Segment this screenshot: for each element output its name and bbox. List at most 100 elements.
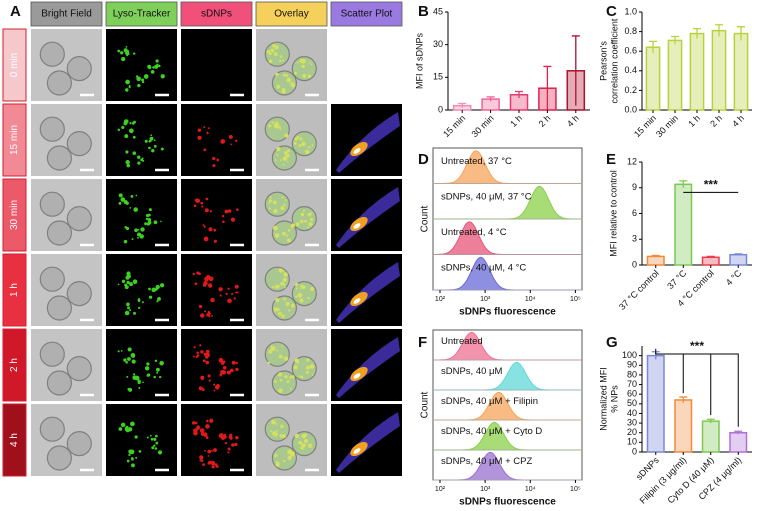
puncta bbox=[138, 386, 141, 390]
puncta bbox=[268, 59, 273, 64]
puncta bbox=[274, 233, 280, 238]
scatter-plot bbox=[336, 337, 400, 398]
puncta bbox=[203, 225, 206, 229]
puncta bbox=[269, 352, 272, 354]
cell bbox=[46, 220, 73, 246]
y-axis-label: Pearson's bbox=[598, 41, 608, 81]
puncta bbox=[146, 362, 150, 366]
puncta bbox=[274, 122, 279, 127]
puncta bbox=[273, 208, 278, 213]
puncta bbox=[273, 307, 278, 312]
error-bar bbox=[679, 180, 688, 188]
puncta bbox=[132, 135, 136, 139]
puncta bbox=[207, 127, 210, 130]
puncta bbox=[202, 283, 207, 287]
puncta bbox=[275, 462, 280, 467]
puncta bbox=[279, 434, 283, 438]
puncta bbox=[145, 217, 149, 221]
error-bar bbox=[734, 430, 743, 435]
puncta bbox=[131, 463, 135, 468]
puncta bbox=[286, 380, 290, 383]
y-tick-label: 0.0 bbox=[624, 104, 637, 114]
puncta bbox=[278, 388, 283, 394]
puncta bbox=[200, 350, 204, 354]
x-tick-label: 2 h bbox=[537, 113, 553, 129]
puncta bbox=[198, 386, 203, 391]
error-bar bbox=[706, 255, 715, 259]
puncta bbox=[274, 453, 278, 458]
puncta bbox=[296, 135, 300, 139]
puncta bbox=[278, 354, 283, 359]
puncta bbox=[157, 64, 161, 68]
puncta bbox=[146, 373, 151, 377]
puncta bbox=[120, 51, 124, 55]
puncta bbox=[302, 209, 305, 212]
puncta bbox=[298, 144, 302, 148]
puncta bbox=[234, 442, 238, 447]
puncta bbox=[135, 456, 138, 459]
puncta bbox=[216, 158, 220, 162]
puncta bbox=[137, 299, 141, 303]
puncta bbox=[278, 311, 283, 316]
bar bbox=[701, 256, 720, 266]
bar bbox=[646, 354, 665, 453]
puncta bbox=[218, 287, 223, 292]
panel-letter: C bbox=[606, 3, 617, 20]
puncta bbox=[160, 220, 162, 223]
puncta bbox=[293, 141, 297, 145]
panel-letter: E bbox=[606, 151, 616, 168]
puncta bbox=[126, 459, 130, 463]
puncta bbox=[309, 364, 315, 369]
puncta bbox=[299, 287, 302, 290]
x-tick-label: 4 h bbox=[730, 113, 746, 129]
column-header: Scatter Plot bbox=[341, 9, 393, 20]
puncta bbox=[200, 201, 204, 205]
puncta bbox=[126, 375, 129, 378]
cell bbox=[271, 445, 297, 471]
y-tick-label: 0 bbox=[632, 259, 637, 269]
error-bar bbox=[543, 65, 552, 110]
puncta bbox=[132, 279, 138, 285]
puncta bbox=[284, 133, 289, 138]
puncta bbox=[141, 301, 144, 304]
puncta bbox=[201, 378, 204, 381]
puncta bbox=[279, 59, 282, 63]
puncta bbox=[154, 359, 158, 363]
puncta bbox=[206, 131, 209, 135]
puncta bbox=[283, 283, 286, 286]
puncta bbox=[286, 238, 291, 243]
puncta bbox=[301, 141, 306, 147]
micrograph bbox=[181, 179, 252, 251]
puncta bbox=[275, 435, 277, 438]
puncta bbox=[219, 294, 222, 297]
error-bar bbox=[571, 35, 580, 106]
error-bar bbox=[737, 26, 745, 41]
cell bbox=[66, 281, 92, 307]
puncta bbox=[301, 285, 306, 290]
scatter-core bbox=[353, 373, 361, 379]
cell bbox=[39, 116, 65, 142]
puncta bbox=[120, 197, 126, 202]
x-axis-label: sDNPs fluorescence bbox=[459, 307, 556, 318]
row-label: 4 h bbox=[9, 433, 20, 447]
bar bbox=[689, 32, 705, 111]
series-label: sDNPs, 40 μM + CPZ bbox=[441, 456, 532, 467]
puncta bbox=[147, 220, 152, 225]
puncta bbox=[268, 349, 273, 354]
series-label: sDNPs, 40 μM + Filipin bbox=[441, 396, 538, 407]
puncta bbox=[124, 134, 129, 139]
micrograph bbox=[106, 29, 177, 101]
puncta bbox=[199, 344, 202, 347]
puncta bbox=[128, 453, 131, 457]
puncta bbox=[203, 148, 207, 152]
y-tick-label: 70 bbox=[627, 379, 637, 389]
cell bbox=[264, 116, 290, 142]
puncta bbox=[226, 370, 231, 375]
puncta bbox=[282, 73, 286, 77]
puncta bbox=[220, 370, 225, 375]
bar bbox=[711, 29, 727, 111]
puncta bbox=[279, 378, 283, 382]
puncta bbox=[277, 372, 283, 377]
puncta bbox=[144, 222, 148, 226]
